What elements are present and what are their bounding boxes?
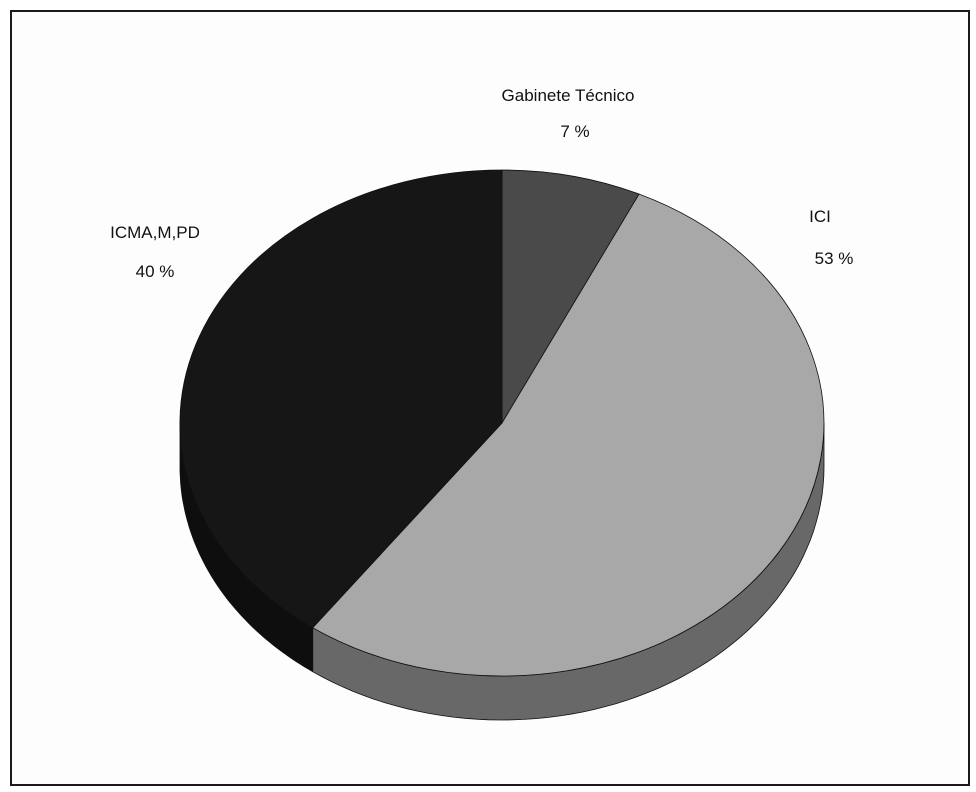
slice-label-icma: ICMA,M,PD xyxy=(110,223,200,242)
slice-value-icma: 40 % xyxy=(136,262,175,281)
slice-value-ici: 53 % xyxy=(815,249,854,268)
slice-label-gabinete: Gabinete Técnico xyxy=(502,86,635,105)
slice-label-ici: ICI xyxy=(809,207,831,226)
pie-tops xyxy=(179,169,825,677)
pie-slice-gabinete-t-cnico xyxy=(501,169,640,425)
slice-value-gabinete: 7 % xyxy=(560,122,589,141)
pie-slice-icma-m-pd xyxy=(179,169,503,629)
pie-slice-ici xyxy=(312,193,825,677)
